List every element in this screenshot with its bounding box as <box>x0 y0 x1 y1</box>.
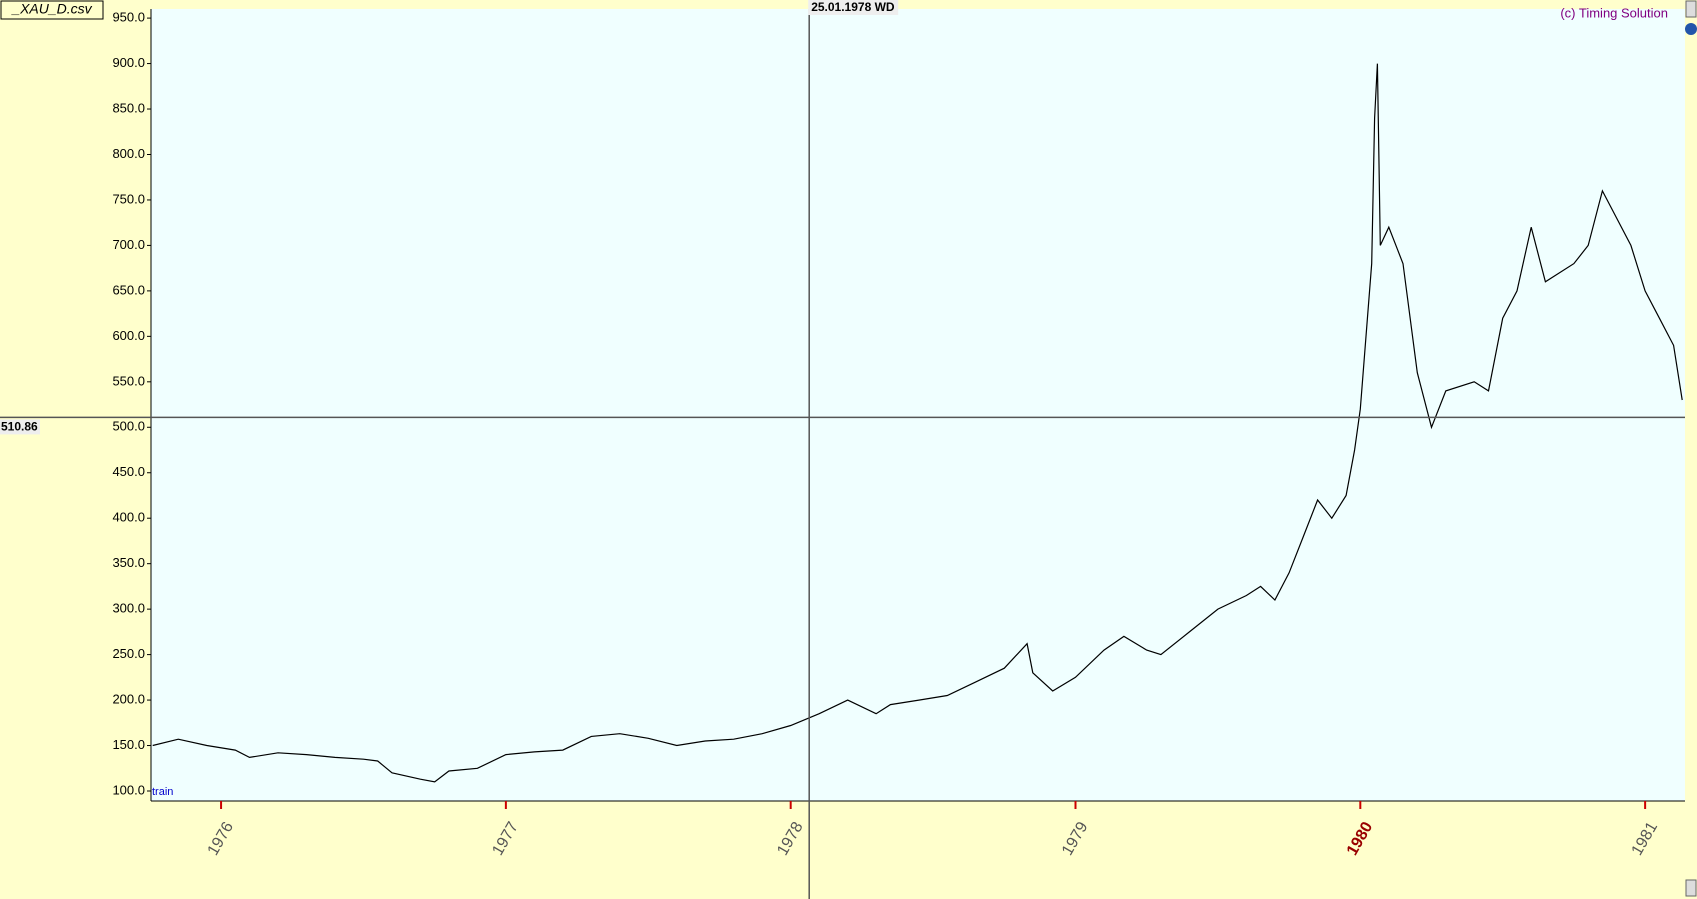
y-tick-label: 700.0 <box>112 237 145 252</box>
crosshair-y-label: 510.86 <box>1 420 38 434</box>
y-tick-label: 100.0 <box>112 782 145 797</box>
y-tick-label: 600.0 <box>112 328 145 343</box>
y-tick-label: 850.0 <box>112 100 145 115</box>
y-tick-label: 250.0 <box>112 646 145 661</box>
y-tick-label: 350.0 <box>112 555 145 570</box>
scroll-button[interactable] <box>1685 879 1697 897</box>
y-tick-label: 950.0 <box>112 10 145 25</box>
globe-icon[interactable] <box>1685 23 1697 35</box>
train-label: train <box>152 786 173 798</box>
y-tick-label: 500.0 <box>112 419 145 434</box>
y-tick-label: 400.0 <box>112 510 145 525</box>
y-tick-label: 550.0 <box>112 373 145 388</box>
y-tick-label: 750.0 <box>112 191 145 206</box>
crosshair-y-label-bg <box>0 419 40 435</box>
crosshair-x-label: 25.01.1978 WD <box>811 0 895 14</box>
y-tick-label: 650.0 <box>112 282 145 297</box>
file-box[interactable] <box>0 0 104 20</box>
file-label: _XAU_D.csv <box>10 1 92 17</box>
y-tick-label: 150.0 <box>112 737 145 752</box>
y-tick-label: 300.0 <box>112 601 145 616</box>
y-tick-label: 900.0 <box>112 55 145 70</box>
plot-area <box>151 9 1685 801</box>
y-tick-label: 450.0 <box>112 464 145 479</box>
y-tick-label: 800.0 <box>112 146 145 161</box>
price-line <box>152 63 1683 783</box>
copyright: (c) Timing Solution <box>1560 5 1668 20</box>
scroll-button[interactable] <box>1685 0 1697 18</box>
y-tick-label: 200.0 <box>112 692 145 707</box>
crosshair-x-label-bg <box>808 0 899 15</box>
